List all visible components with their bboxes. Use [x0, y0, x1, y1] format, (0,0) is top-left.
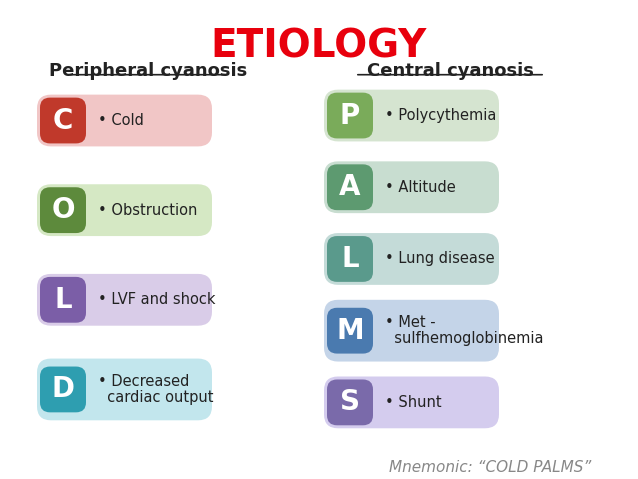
FancyBboxPatch shape	[327, 308, 373, 354]
FancyBboxPatch shape	[324, 376, 499, 428]
Text: • Shunt: • Shunt	[385, 395, 441, 410]
FancyBboxPatch shape	[40, 277, 86, 323]
Text: • Decreased: • Decreased	[98, 374, 189, 389]
FancyBboxPatch shape	[327, 236, 373, 282]
Text: sulfhemoglobinemia: sulfhemoglobinemia	[385, 331, 544, 346]
FancyBboxPatch shape	[324, 161, 499, 213]
FancyBboxPatch shape	[327, 164, 373, 210]
FancyBboxPatch shape	[37, 359, 212, 420]
Text: M: M	[336, 317, 364, 345]
Text: L: L	[54, 286, 72, 314]
Text: • Obstruction: • Obstruction	[98, 203, 197, 217]
Text: O: O	[51, 196, 75, 224]
Text: ETIOLOGY: ETIOLOGY	[211, 28, 427, 66]
FancyBboxPatch shape	[40, 98, 86, 143]
FancyBboxPatch shape	[37, 95, 212, 147]
Text: • Met -: • Met -	[385, 315, 436, 330]
Text: C: C	[53, 106, 73, 135]
Text: • Cold: • Cold	[98, 113, 144, 128]
FancyBboxPatch shape	[327, 92, 373, 138]
Text: A: A	[339, 173, 360, 201]
FancyBboxPatch shape	[324, 90, 499, 141]
FancyBboxPatch shape	[37, 274, 212, 326]
FancyBboxPatch shape	[327, 379, 373, 425]
Text: S: S	[340, 388, 360, 416]
FancyBboxPatch shape	[37, 184, 212, 236]
Text: • LVF and shock: • LVF and shock	[98, 292, 216, 308]
FancyBboxPatch shape	[40, 366, 86, 412]
Text: Central cyanosis: Central cyanosis	[367, 62, 533, 80]
Text: • Altitude: • Altitude	[385, 180, 456, 195]
Text: D: D	[52, 376, 75, 403]
FancyBboxPatch shape	[40, 187, 86, 233]
Text: • Polycythemia: • Polycythemia	[385, 108, 496, 123]
Text: Peripheral cyanosis: Peripheral cyanosis	[49, 62, 247, 80]
Text: cardiac output: cardiac output	[98, 390, 214, 405]
Text: • Lung disease: • Lung disease	[385, 251, 494, 266]
Text: Mnemonic: “COLD PALMS”: Mnemonic: “COLD PALMS”	[389, 460, 591, 475]
Text: P: P	[340, 102, 360, 129]
FancyBboxPatch shape	[324, 300, 499, 362]
FancyBboxPatch shape	[324, 233, 499, 285]
Text: L: L	[341, 245, 359, 273]
